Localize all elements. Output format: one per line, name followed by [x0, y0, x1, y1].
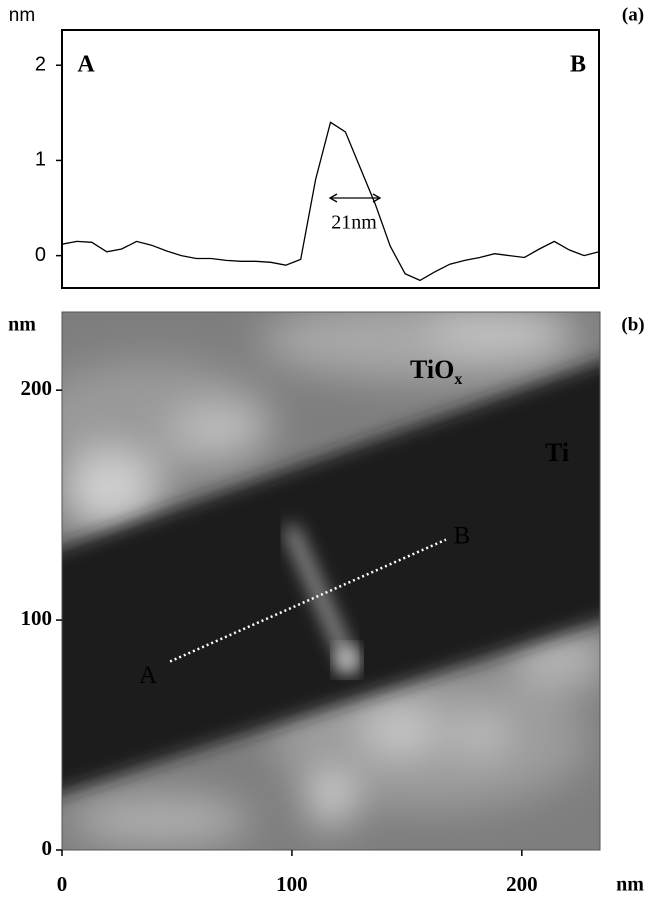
- scan-line: [169, 538, 447, 663]
- y-tick-label: 1: [35, 149, 46, 171]
- panel-label: (b): [621, 314, 644, 335]
- panel-label: (a): [622, 4, 644, 25]
- region-label: TiOx: [410, 355, 462, 388]
- region-label-main: TiO: [410, 355, 454, 384]
- x-tick-label: 0: [57, 872, 68, 896]
- plot-frame: [61, 29, 600, 289]
- end-label: B: [570, 52, 586, 78]
- afm-image: [62, 312, 600, 850]
- y-tick-label: 2: [35, 54, 46, 76]
- width-arrow: [328, 193, 382, 203]
- region-label-sub: x: [454, 371, 462, 388]
- region-label: Ti: [545, 438, 569, 467]
- width-label: 21nm: [331, 212, 377, 234]
- y-tick-label: 100: [21, 606, 53, 630]
- y-tick-label: 0: [35, 244, 46, 266]
- scan-end-label: A: [139, 662, 157, 689]
- x-axis-label: nm: [616, 874, 644, 896]
- y-tick-label: 0: [42, 836, 53, 860]
- y-tick-label: 200: [21, 376, 53, 400]
- y-axis-label: nm: [8, 314, 36, 336]
- image-frame: [61, 311, 601, 851]
- scan-end-label: B: [454, 522, 471, 549]
- x-tick-label: 100: [276, 872, 308, 896]
- y-axis-label: nm: [9, 5, 35, 26]
- end-label: A: [77, 52, 95, 78]
- x-tick-label: 200: [506, 872, 538, 896]
- profile-line: [61, 121, 600, 282]
